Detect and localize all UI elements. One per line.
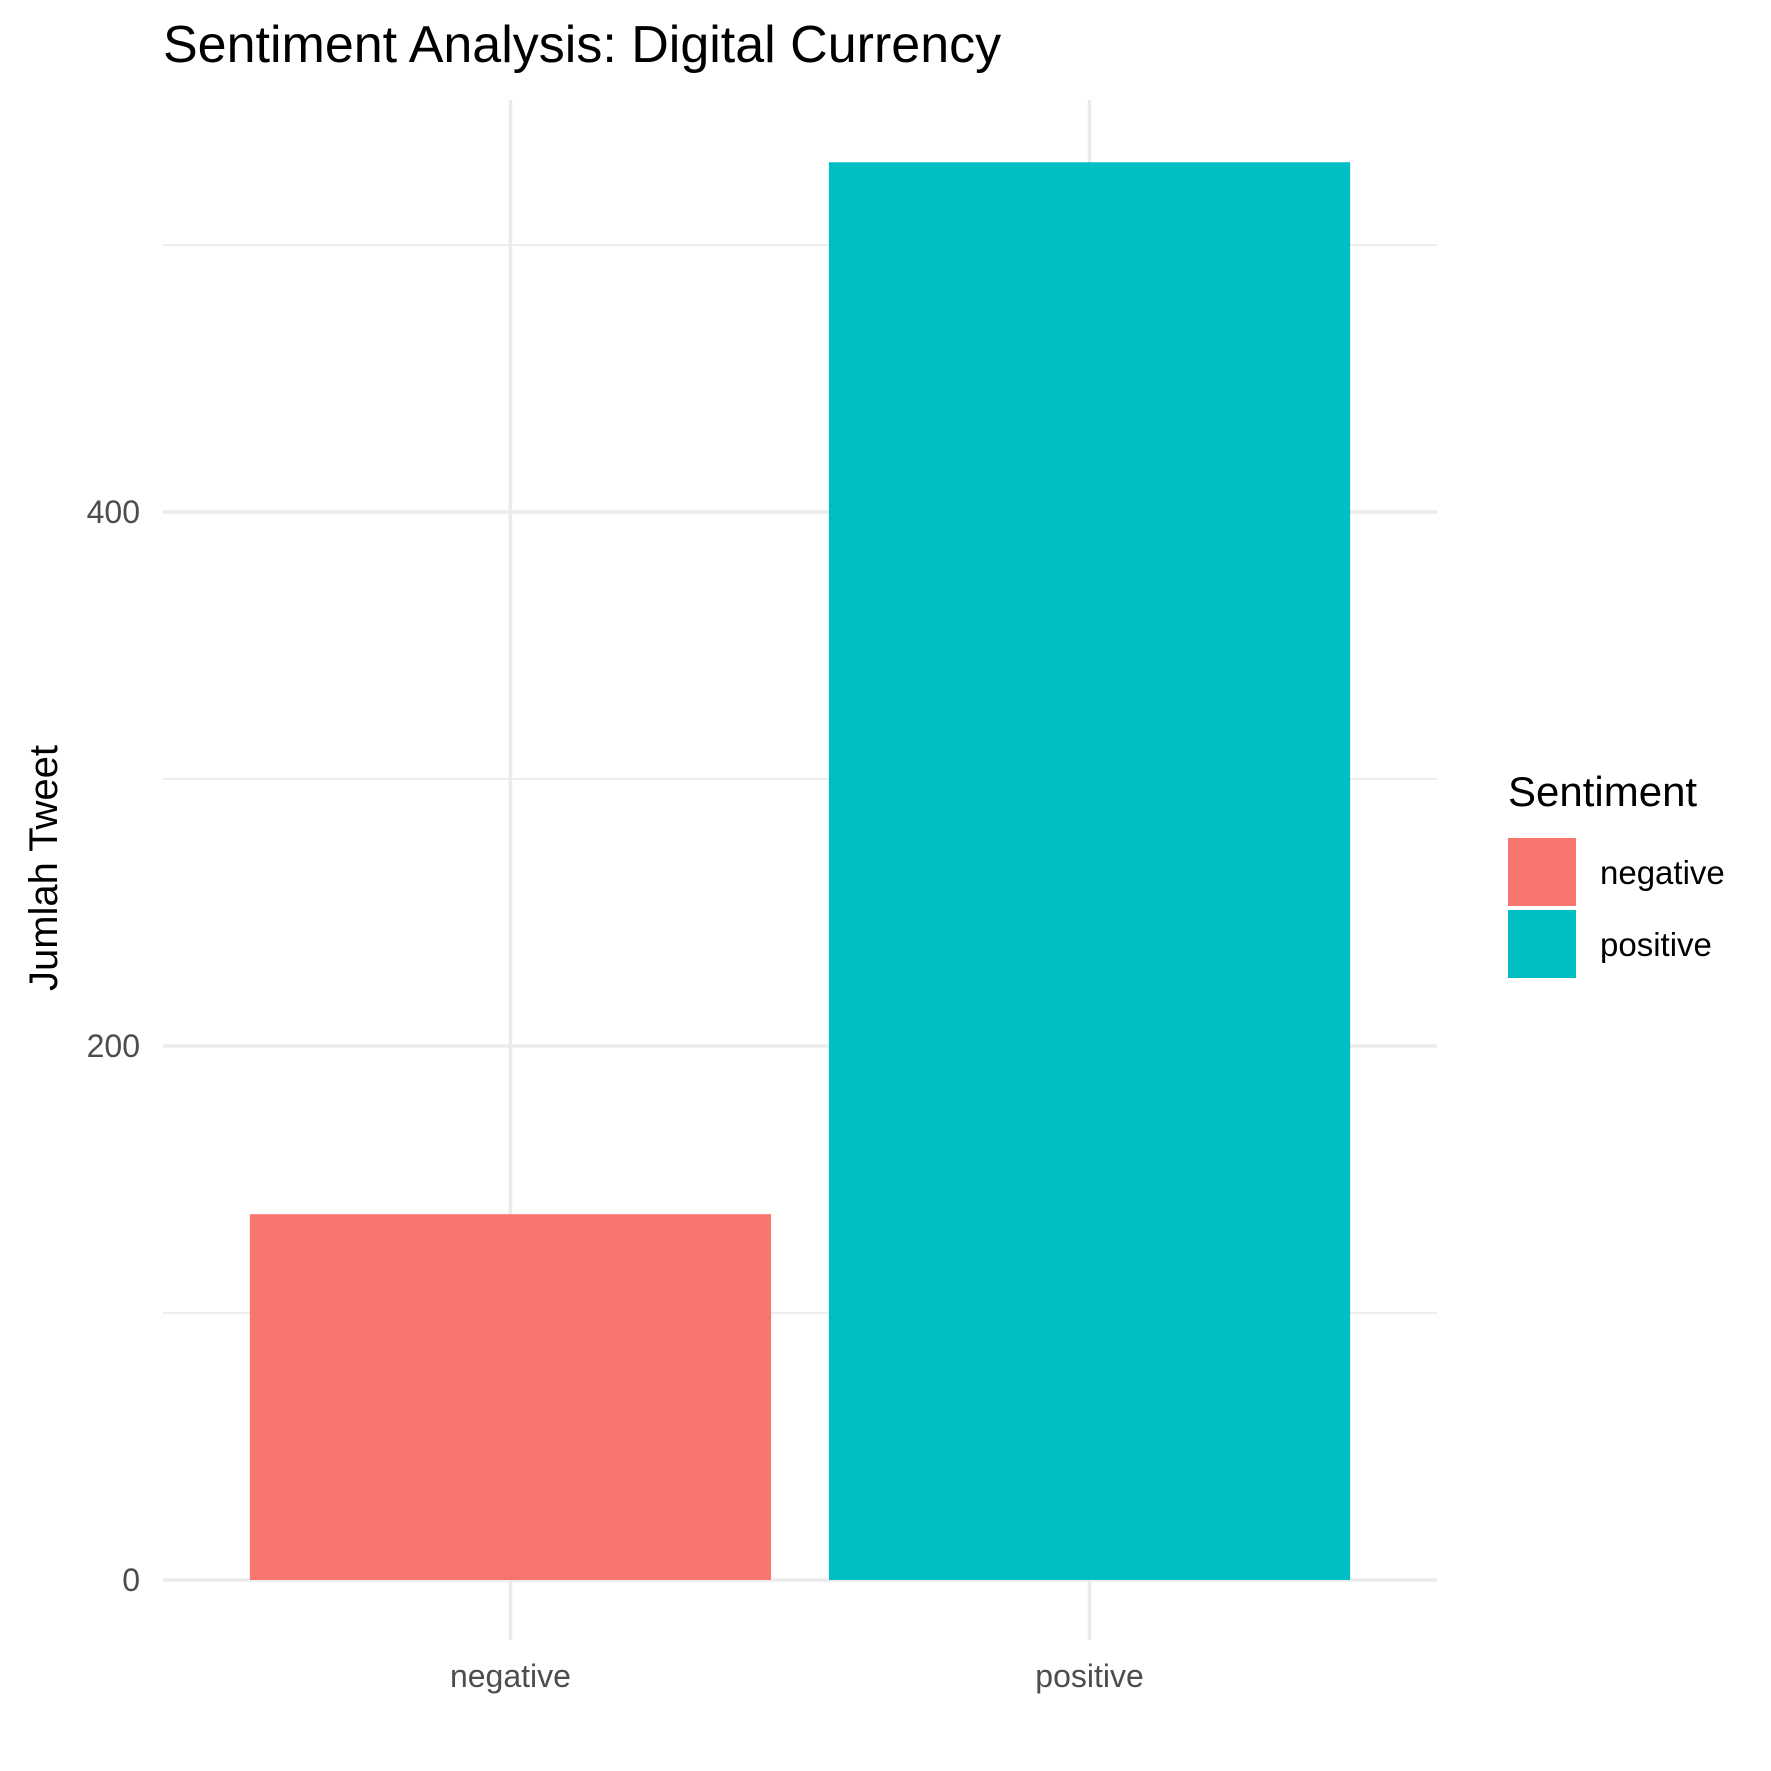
legend: Sentiment negative positive	[1508, 768, 1725, 978]
y-tick-labels: 0 200 400	[87, 494, 140, 1598]
legend-label-positive: positive	[1600, 926, 1712, 963]
y-tick-label: 0	[122, 1562, 140, 1598]
legend-label-negative: negative	[1600, 854, 1725, 891]
y-axis-title: Jumlah Tweet	[22, 745, 66, 991]
legend-items: negative positive	[1508, 838, 1725, 978]
x-tick-labels: negative positive	[450, 1658, 1144, 1694]
x-tick-label: negative	[450, 1658, 571, 1694]
y-tick-label: 200	[87, 1028, 140, 1064]
chart-title: Sentiment Analysis: Digital Currency	[163, 16, 1001, 74]
y-tick-label: 400	[87, 494, 140, 530]
bar-negative	[249, 1214, 772, 1580]
bar-positive	[828, 162, 1351, 1581]
x-tick-label: positive	[1035, 1658, 1144, 1694]
legend-title: Sentiment	[1508, 768, 1697, 815]
legend-key-positive	[1508, 910, 1576, 978]
legend-key-negative	[1508, 838, 1576, 906]
bars	[249, 162, 1351, 1581]
